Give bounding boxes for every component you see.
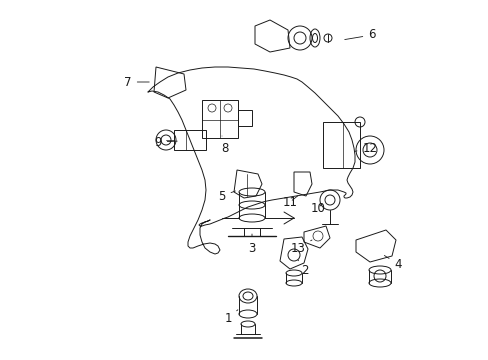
Text: 7: 7	[124, 76, 149, 89]
Text: 13: 13	[290, 240, 311, 255]
Text: 10: 10	[310, 202, 325, 215]
Text: 8: 8	[221, 136, 228, 154]
Text: 6: 6	[344, 28, 375, 41]
Text: 11: 11	[282, 195, 297, 208]
Text: 3: 3	[248, 234, 255, 255]
Text: 4: 4	[384, 256, 401, 270]
Text: 1: 1	[224, 310, 237, 324]
Text: 9: 9	[154, 135, 177, 148]
Text: 2: 2	[297, 260, 308, 276]
Text: 5: 5	[218, 189, 235, 202]
Text: 12: 12	[354, 141, 377, 154]
